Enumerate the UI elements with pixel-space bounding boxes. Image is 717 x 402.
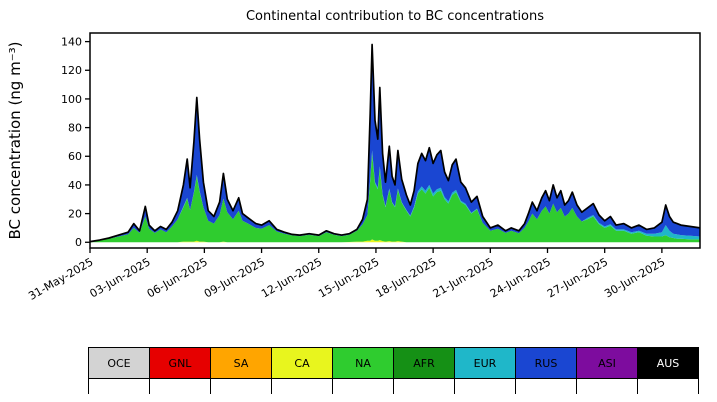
- legend-cell-asi: ASI: [576, 347, 638, 379]
- x-tick-label: 21-Jun-2025: [431, 255, 496, 300]
- legend-stub-cell-rus: [515, 378, 577, 394]
- legend: OCE GNL SA CA NA AFR EUR RUS ASI AUS: [88, 347, 699, 394]
- legend-stub-cell-gnl: [149, 378, 211, 394]
- y-tick-label: 100: [61, 93, 82, 106]
- legend-cell-na: NA: [332, 347, 394, 379]
- x-tick-label: 12-Jun-2025: [259, 255, 324, 300]
- stacked-areas: [90, 44, 700, 243]
- legend-cell-gnl: GNL: [149, 347, 211, 379]
- x-tick-label: 18-Jun-2025: [373, 255, 438, 300]
- total-line: [89, 43, 701, 243]
- x-tick-label: 09-Jun-2025: [202, 255, 267, 300]
- legend-stub-cell-aus: [637, 378, 699, 394]
- x-tick-label: 24-Jun-2025: [488, 255, 553, 300]
- x-tick-label: 15-Jun-2025: [316, 255, 381, 300]
- y-tick-label: 0: [75, 236, 82, 249]
- legend-cell-eur: EUR: [454, 347, 516, 379]
- legend-table: OCE GNL SA CA NA AFR EUR RUS ASI AUS: [88, 347, 699, 394]
- y-tick-label: 40: [68, 179, 82, 192]
- area-ca: [90, 239, 700, 243]
- x-tick-label: 03-Jun-2025: [88, 255, 153, 300]
- legend-cell-rus: RUS: [515, 347, 577, 379]
- y-tick-label: 80: [68, 121, 82, 134]
- chart-title: Continental contribution to BC concentra…: [245, 9, 545, 24]
- x-tick-label: 31-May-2025: [26, 255, 95, 303]
- x-tick-label: 27-Jun-2025: [545, 255, 610, 300]
- x-tick-label: 06-Jun-2025: [145, 255, 210, 300]
- x-tick-label: 30-Jun-2025: [602, 255, 667, 300]
- y-tick-label: 20: [68, 207, 82, 220]
- plot-frame: [89, 32, 701, 249]
- area-rus: [90, 44, 700, 242]
- area-na: [90, 153, 700, 243]
- legend-cell-afr: AFR: [393, 347, 455, 379]
- legend-stub-cell-ca: [271, 378, 333, 394]
- legend-cell-ca: CA: [271, 347, 333, 379]
- y-tick-label: 120: [61, 64, 82, 77]
- legend-cell-sa: SA: [210, 347, 272, 379]
- legend-stub-cell-eur: [454, 378, 516, 394]
- legend-stub-cell-sa: [210, 378, 272, 394]
- legend-stub-cell-asi: [576, 378, 638, 394]
- x-axis: 31-May-202503-Jun-202506-Jun-202509-Jun-…: [26, 248, 667, 303]
- y-axis: 0 20 40 60 80 100 120 140: [61, 35, 90, 249]
- legend-stub-cell-na: [332, 378, 394, 394]
- y-tick-label: 60: [68, 150, 82, 163]
- y-tick-label: 140: [61, 35, 82, 48]
- legend-cell-oce: OCE: [88, 347, 150, 379]
- legend-cell-aus: AUS: [637, 347, 699, 379]
- legend-stub-cell-oce: [88, 378, 150, 394]
- bc-stacked-area-chart: 0 20 40 60 80 100 120 140 31-May-202503-Jun-2025…: [6, 32, 701, 303]
- legend-stub-cell-afr: [393, 378, 455, 394]
- y-axis-label: BC concentration (ng m⁻³): [6, 42, 24, 240]
